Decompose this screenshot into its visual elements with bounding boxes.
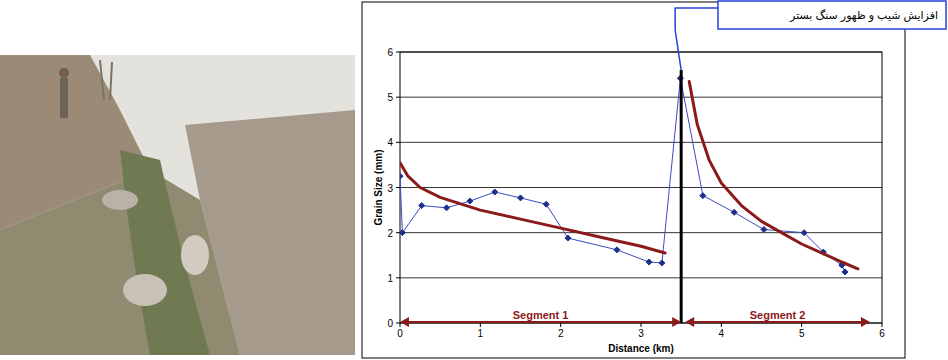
x-tick [641,323,642,327]
photo-ground [0,170,240,355]
grid-line [400,277,882,278]
x-tick-label: 0 [397,328,403,339]
photo-tree [100,60,112,100]
segment-arrowhead [672,317,681,327]
trend-line [400,163,665,253]
photo-sky [0,55,355,355]
data-marker [842,269,848,275]
plot-area [400,75,858,275]
segment-label: Segment 1 [513,309,569,321]
photo-stream [120,150,210,355]
x-tick-label: 2 [558,328,564,339]
y-tick [396,323,400,324]
y-tick-label: 6 [387,47,393,58]
x-tick [721,323,722,327]
data-line [400,78,845,272]
segment-label: Segment 2 [750,309,806,321]
grid-line [400,97,882,98]
data-marker [801,230,807,236]
x-tick [560,323,561,327]
data-marker [518,195,524,201]
data-marker [419,203,425,209]
y-tick-label: 5 [387,92,393,103]
grid-line [400,232,882,233]
data-marker [731,209,737,215]
segment-arrow [691,321,864,323]
chart-frame [362,2,905,358]
grid-line [400,142,882,143]
x-axis-label: Distance (km) [608,343,674,354]
y-tick [396,232,400,233]
data-marker [614,247,620,253]
data-marker [700,193,706,199]
x-tick-label: 3 [638,328,644,339]
y-tick [396,97,400,98]
y-tick-label: 4 [387,137,393,148]
y-axis-label: Grain Size (mm) [373,149,384,225]
annotation-connector [675,8,718,70]
y-tick-label: 1 [387,273,393,284]
x-tick-label: 1 [478,328,484,339]
segment-arrow [406,321,675,323]
x-tick-label: 5 [799,328,805,339]
grid-line [400,187,882,188]
data-marker [492,189,498,195]
x-tick [480,323,481,327]
y-tick-label: 3 [387,183,393,194]
y-tick [396,187,400,188]
x-tick-label: 4 [719,328,725,339]
y-tick-label: 2 [387,228,393,239]
trend-line [689,81,858,268]
photo [0,55,355,355]
photo-person [60,78,68,118]
data-marker [565,235,571,241]
data-marker [761,227,767,233]
annotation-box [718,1,946,29]
data-marker [400,173,403,179]
segment-arrowhead [861,317,870,327]
segment-arrowhead [685,317,694,327]
y-tick [396,277,400,278]
data-marker [400,230,405,236]
data-marker [467,198,473,204]
data-marker [659,260,665,266]
segment-arrowhead [400,317,409,327]
x-tick [801,323,802,327]
photo-rock [181,235,209,275]
plot-border [400,52,882,323]
y-tick-label: 0 [387,318,393,329]
data-marker [543,201,549,207]
photo-person-head [59,68,69,78]
x-tick [400,323,401,327]
y-tick [396,52,400,53]
x-tick-label: 6 [879,328,885,339]
data-marker [646,259,652,265]
photo-rock [123,274,167,306]
data-marker [444,205,450,211]
photo-rock [102,190,138,210]
x-tick [882,323,883,327]
y-tick [396,142,400,143]
annotation-text: افزایش شیب و ظهور سنگ بستر [789,9,938,22]
break-line [680,70,683,323]
